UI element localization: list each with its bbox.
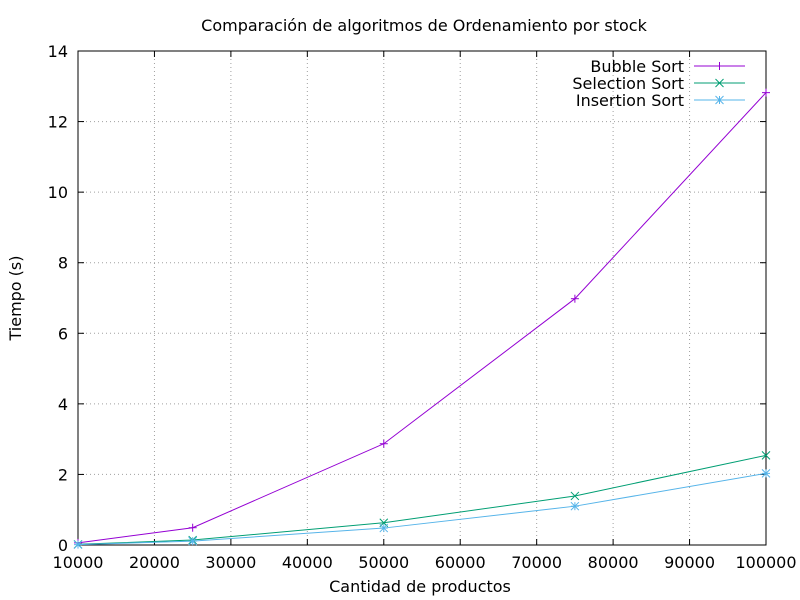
x-tick-label: 10000 [53,553,104,572]
x-tick-label: 30000 [205,553,256,572]
y-tick-label: 6 [58,324,68,343]
plot-border [77,50,767,546]
legend-item-bubble-sort: Bubble Sort [590,57,745,76]
legend-item-insertion-sort: Insertion Sort [576,91,745,110]
star-marker [570,501,580,511]
x-tick-label: 70000 [511,553,562,572]
y-tick-label: 8 [58,254,68,273]
plus-marker [570,294,579,303]
y-tick-label: 10 [48,183,68,202]
x-tick-label: 80000 [588,553,639,572]
star-marker [715,95,724,105]
x-tick-label: 100000 [735,553,796,572]
plus-marker [762,88,770,97]
x-axis-title: Cantidad de productos [329,577,511,596]
series-insertion-sort [73,469,771,550]
y-axis-title: Tiempo (s) [6,255,25,341]
star-marker [188,536,198,546]
legend-label: Selection Sort [572,74,684,93]
legend-label: Insertion Sort [576,91,684,110]
x-tick-label: 40000 [282,553,333,572]
legend-item-selection-sort: Selection Sort [572,74,745,93]
y-tick-label: 2 [58,465,68,484]
plus-marker [188,523,197,532]
cross-marker [761,451,771,460]
x-tick-label: 60000 [435,553,486,572]
x-tick-label: 20000 [129,553,180,572]
plus-marker [715,62,724,70]
star-marker [73,540,83,550]
series-bubble-sort [74,88,770,547]
star-marker [379,523,389,533]
x-tick-label: 90000 [664,553,715,572]
y-tick-label: 12 [48,113,68,132]
plus-marker [379,439,388,448]
y-tick-label: 4 [58,395,68,414]
grid [78,51,766,545]
series-line-bubble-sort [77,92,767,544]
series-group [73,88,771,550]
star-marker [761,469,771,478]
cross-marker [715,78,724,88]
chart-title: Comparación de algoritmos de Ordenamient… [201,16,647,35]
series-selection-sort [73,451,771,549]
series-line-insertion-sort [77,472,767,546]
axis-ticks: 10000 20000 30000 40000 50000 60000 70000 80000… [48,42,797,572]
cross-marker [570,491,580,501]
series-line-selection-sort [77,454,767,545]
legend-label: Bubble Sort [590,57,684,76]
y-tick-label: 0 [58,536,68,555]
x-tick-label: 50000 [358,553,409,572]
y-tick-label: 14 [48,42,68,61]
